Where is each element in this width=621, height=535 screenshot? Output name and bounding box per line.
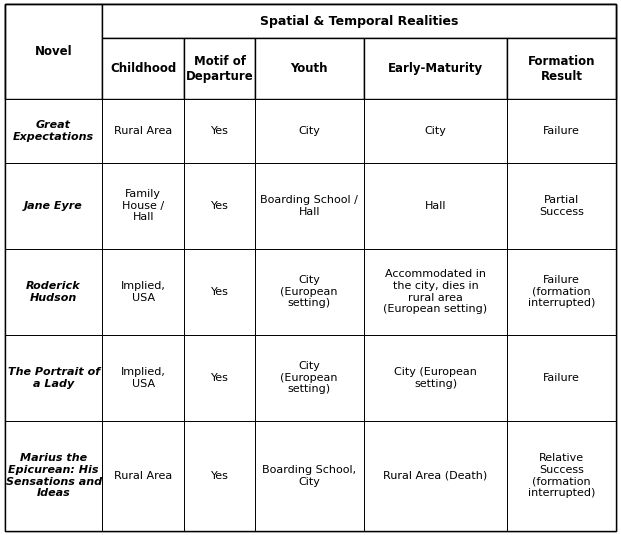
Text: City
(European
setting): City (European setting) <box>281 361 338 394</box>
Bar <box>507 249 616 335</box>
Text: Roderick
Hudson: Roderick Hudson <box>26 281 81 303</box>
Text: Childhood: Childhood <box>110 62 176 75</box>
Bar <box>255 421 363 531</box>
Bar <box>255 249 363 335</box>
Text: City: City <box>425 126 446 136</box>
Text: Novel: Novel <box>35 45 73 58</box>
Text: Yes: Yes <box>211 287 229 297</box>
Text: Hall: Hall <box>425 201 446 211</box>
Bar <box>363 38 507 100</box>
Text: Failure
(formation
interrupted): Failure (formation interrupted) <box>528 275 596 308</box>
Bar <box>363 100 507 163</box>
Text: Formation
Result: Formation Result <box>528 55 596 82</box>
Bar <box>507 38 616 100</box>
Bar <box>184 421 255 531</box>
Bar <box>5 249 102 335</box>
Text: City (European
setting): City (European setting) <box>394 367 477 388</box>
Bar <box>255 335 363 421</box>
Text: The Portrait of
a Lady: The Portrait of a Lady <box>7 367 99 388</box>
Text: Yes: Yes <box>211 471 229 481</box>
Bar <box>102 163 184 249</box>
Bar <box>102 4 616 38</box>
Text: Boarding School /
Hall: Boarding School / Hall <box>260 195 358 217</box>
Bar <box>102 335 184 421</box>
Bar <box>255 163 363 249</box>
Text: Relative
Success
(formation
interrupted): Relative Success (formation interrupted) <box>528 453 596 498</box>
Bar <box>255 38 363 100</box>
Bar <box>102 38 184 100</box>
Bar <box>5 4 102 100</box>
Bar <box>102 100 184 163</box>
Text: Failure: Failure <box>543 373 580 383</box>
Text: City: City <box>298 126 320 136</box>
Text: Implied,
USA: Implied, USA <box>120 281 166 303</box>
Bar <box>5 421 102 531</box>
Bar <box>5 163 102 249</box>
Text: Implied,
USA: Implied, USA <box>120 367 166 388</box>
Bar <box>184 335 255 421</box>
Text: City
(European
setting): City (European setting) <box>281 275 338 308</box>
Bar <box>363 249 507 335</box>
Text: Rural Area: Rural Area <box>114 126 173 136</box>
Bar <box>507 100 616 163</box>
Text: Yes: Yes <box>211 126 229 136</box>
Bar <box>255 100 363 163</box>
Text: Partial
Success: Partial Success <box>539 195 584 217</box>
Bar <box>507 335 616 421</box>
Bar <box>507 421 616 531</box>
Bar <box>184 38 255 100</box>
Text: Accommodated in
the city, dies in
rural area
(European setting): Accommodated in the city, dies in rural … <box>383 269 487 314</box>
Bar <box>5 100 102 163</box>
Bar <box>184 163 255 249</box>
Text: Family
House /
Hall: Family House / Hall <box>122 189 165 223</box>
Text: Boarding School,
City: Boarding School, City <box>262 465 356 486</box>
Bar <box>5 335 102 421</box>
Bar <box>102 421 184 531</box>
Text: Motif of
Departure: Motif of Departure <box>186 55 253 82</box>
Bar <box>102 249 184 335</box>
Text: Great
Expectations: Great Expectations <box>13 120 94 142</box>
Text: Rural Area: Rural Area <box>114 471 173 481</box>
Text: Early-Maturity: Early-Maturity <box>388 62 483 75</box>
Bar <box>184 100 255 163</box>
Bar <box>363 335 507 421</box>
Text: Youth: Youth <box>291 62 328 75</box>
Bar <box>507 163 616 249</box>
Text: Rural Area (Death): Rural Area (Death) <box>383 471 487 481</box>
Text: Jane Eyre: Jane Eyre <box>24 201 83 211</box>
Bar <box>184 249 255 335</box>
Text: Yes: Yes <box>211 373 229 383</box>
Bar <box>363 163 507 249</box>
Text: Marius the
Epicurean: His
Sensations and
Ideas: Marius the Epicurean: His Sensations and… <box>6 453 102 498</box>
Text: Failure: Failure <box>543 126 580 136</box>
Bar <box>363 421 507 531</box>
Text: Spatial & Temporal Realities: Spatial & Temporal Realities <box>260 14 458 28</box>
Text: Yes: Yes <box>211 201 229 211</box>
